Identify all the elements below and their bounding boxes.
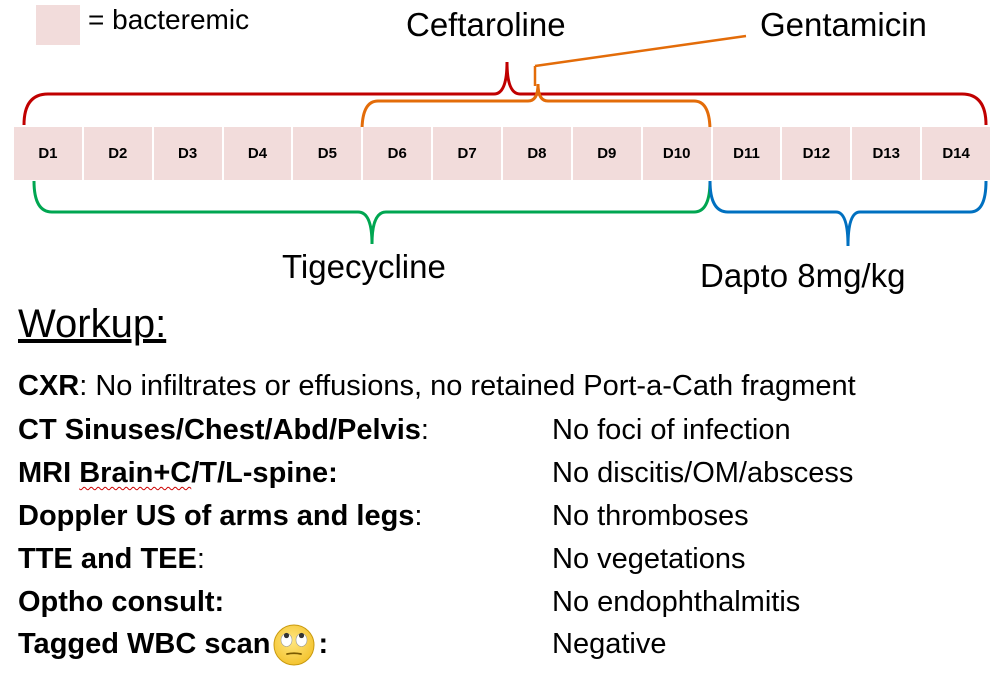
bracket-gentamicin xyxy=(360,83,712,132)
day-cell: D8 xyxy=(503,127,573,180)
day-cell: D13 xyxy=(852,127,923,180)
eye-roll-emoji-icon xyxy=(273,624,315,666)
workup-title: Workup: xyxy=(18,302,167,346)
workup-row-doppler: Doppler US of arms and legs: No thrombos… xyxy=(18,500,978,533)
label-gentamicin: Gentamicin xyxy=(760,6,927,43)
workup-row-wbc: Tagged WBC scan : Negative xyxy=(18,622,978,667)
workup-row-mri: MRI Brain+C/T/L-spine: No discitis/OM/ab… xyxy=(18,457,978,490)
day-timeline: D1 D2 D3 D4 D5 D6 D7 D8 D9 D10 D11 D12 D… xyxy=(14,127,991,180)
day-cell: D7 xyxy=(433,127,504,180)
workup-label-pre: MRI xyxy=(18,457,80,489)
workup-label: TTE and TEE xyxy=(18,543,197,575)
workup-result: Negative xyxy=(552,628,667,660)
leader-gentamicin-2 xyxy=(534,34,747,68)
workup-result: No thromboses xyxy=(552,500,749,532)
workup-row-ct: CT Sinuses/Chest/Abd/Pelvis: No foci of … xyxy=(18,414,978,447)
workup-result: : No infiltrates or effusions, no retain… xyxy=(79,370,856,402)
workup-label: CXR xyxy=(18,370,80,402)
workup-label: Tagged WBC scan xyxy=(18,628,271,660)
workup-row-optho: Optho consult: No endophthalmitis xyxy=(18,586,978,619)
label-ceftaroline: Ceftaroline xyxy=(406,6,566,43)
day-cell: D14 xyxy=(922,127,991,180)
legend-swatch-bacteremic xyxy=(36,5,80,45)
workup-label-suffix: : xyxy=(420,414,429,446)
day-cell: D5 xyxy=(293,127,364,180)
workup-result: No vegetations xyxy=(552,543,746,575)
workup-label-suffix: : xyxy=(414,500,423,532)
label-tigecycline: Tigecycline xyxy=(282,248,446,285)
workup-label: Optho consult: xyxy=(18,586,225,618)
workup-result: No discitis/OM/abscess xyxy=(552,457,854,489)
day-cell: D11 xyxy=(712,127,783,180)
day-cell: D4 xyxy=(223,127,294,180)
workup-result: No foci of infection xyxy=(552,414,791,446)
day-cell: D6 xyxy=(363,127,434,180)
workup-row-cxr: CXR: No infiltrates or effusions, no ret… xyxy=(18,370,856,403)
workup-label: MRI Brain+C/T/L-spine: xyxy=(18,457,338,489)
workup-label: Doppler US of arms and legs xyxy=(18,500,415,532)
label-dapto: Dapto 8mg/kg xyxy=(700,257,906,294)
bracket-ceftaroline xyxy=(22,61,988,126)
workup-label: CT Sinuses/Chest/Abd/Pelvis xyxy=(18,414,421,446)
legend-label: = bacteremic xyxy=(88,4,250,35)
bracket-tigecycline xyxy=(32,180,712,245)
spellcheck-underlined-text: Brain+C xyxy=(79,457,192,489)
day-cell: D12 xyxy=(782,127,853,180)
workup-label-suffix: : xyxy=(196,543,205,575)
workup-result: No endophthalmitis xyxy=(552,586,801,618)
day-cell: D3 xyxy=(153,127,224,180)
bracket-dapto xyxy=(708,180,988,247)
workup-label-post: /T/L-spine: xyxy=(191,457,338,489)
workup-label-suffix: : xyxy=(318,628,329,660)
workup-row-echo: TTE and TEE: No vegetations xyxy=(18,543,978,576)
day-cell: D2 xyxy=(83,127,154,180)
day-cell: D1 xyxy=(14,127,84,180)
day-cell: D10 xyxy=(642,127,713,180)
day-cell: D9 xyxy=(572,127,643,180)
